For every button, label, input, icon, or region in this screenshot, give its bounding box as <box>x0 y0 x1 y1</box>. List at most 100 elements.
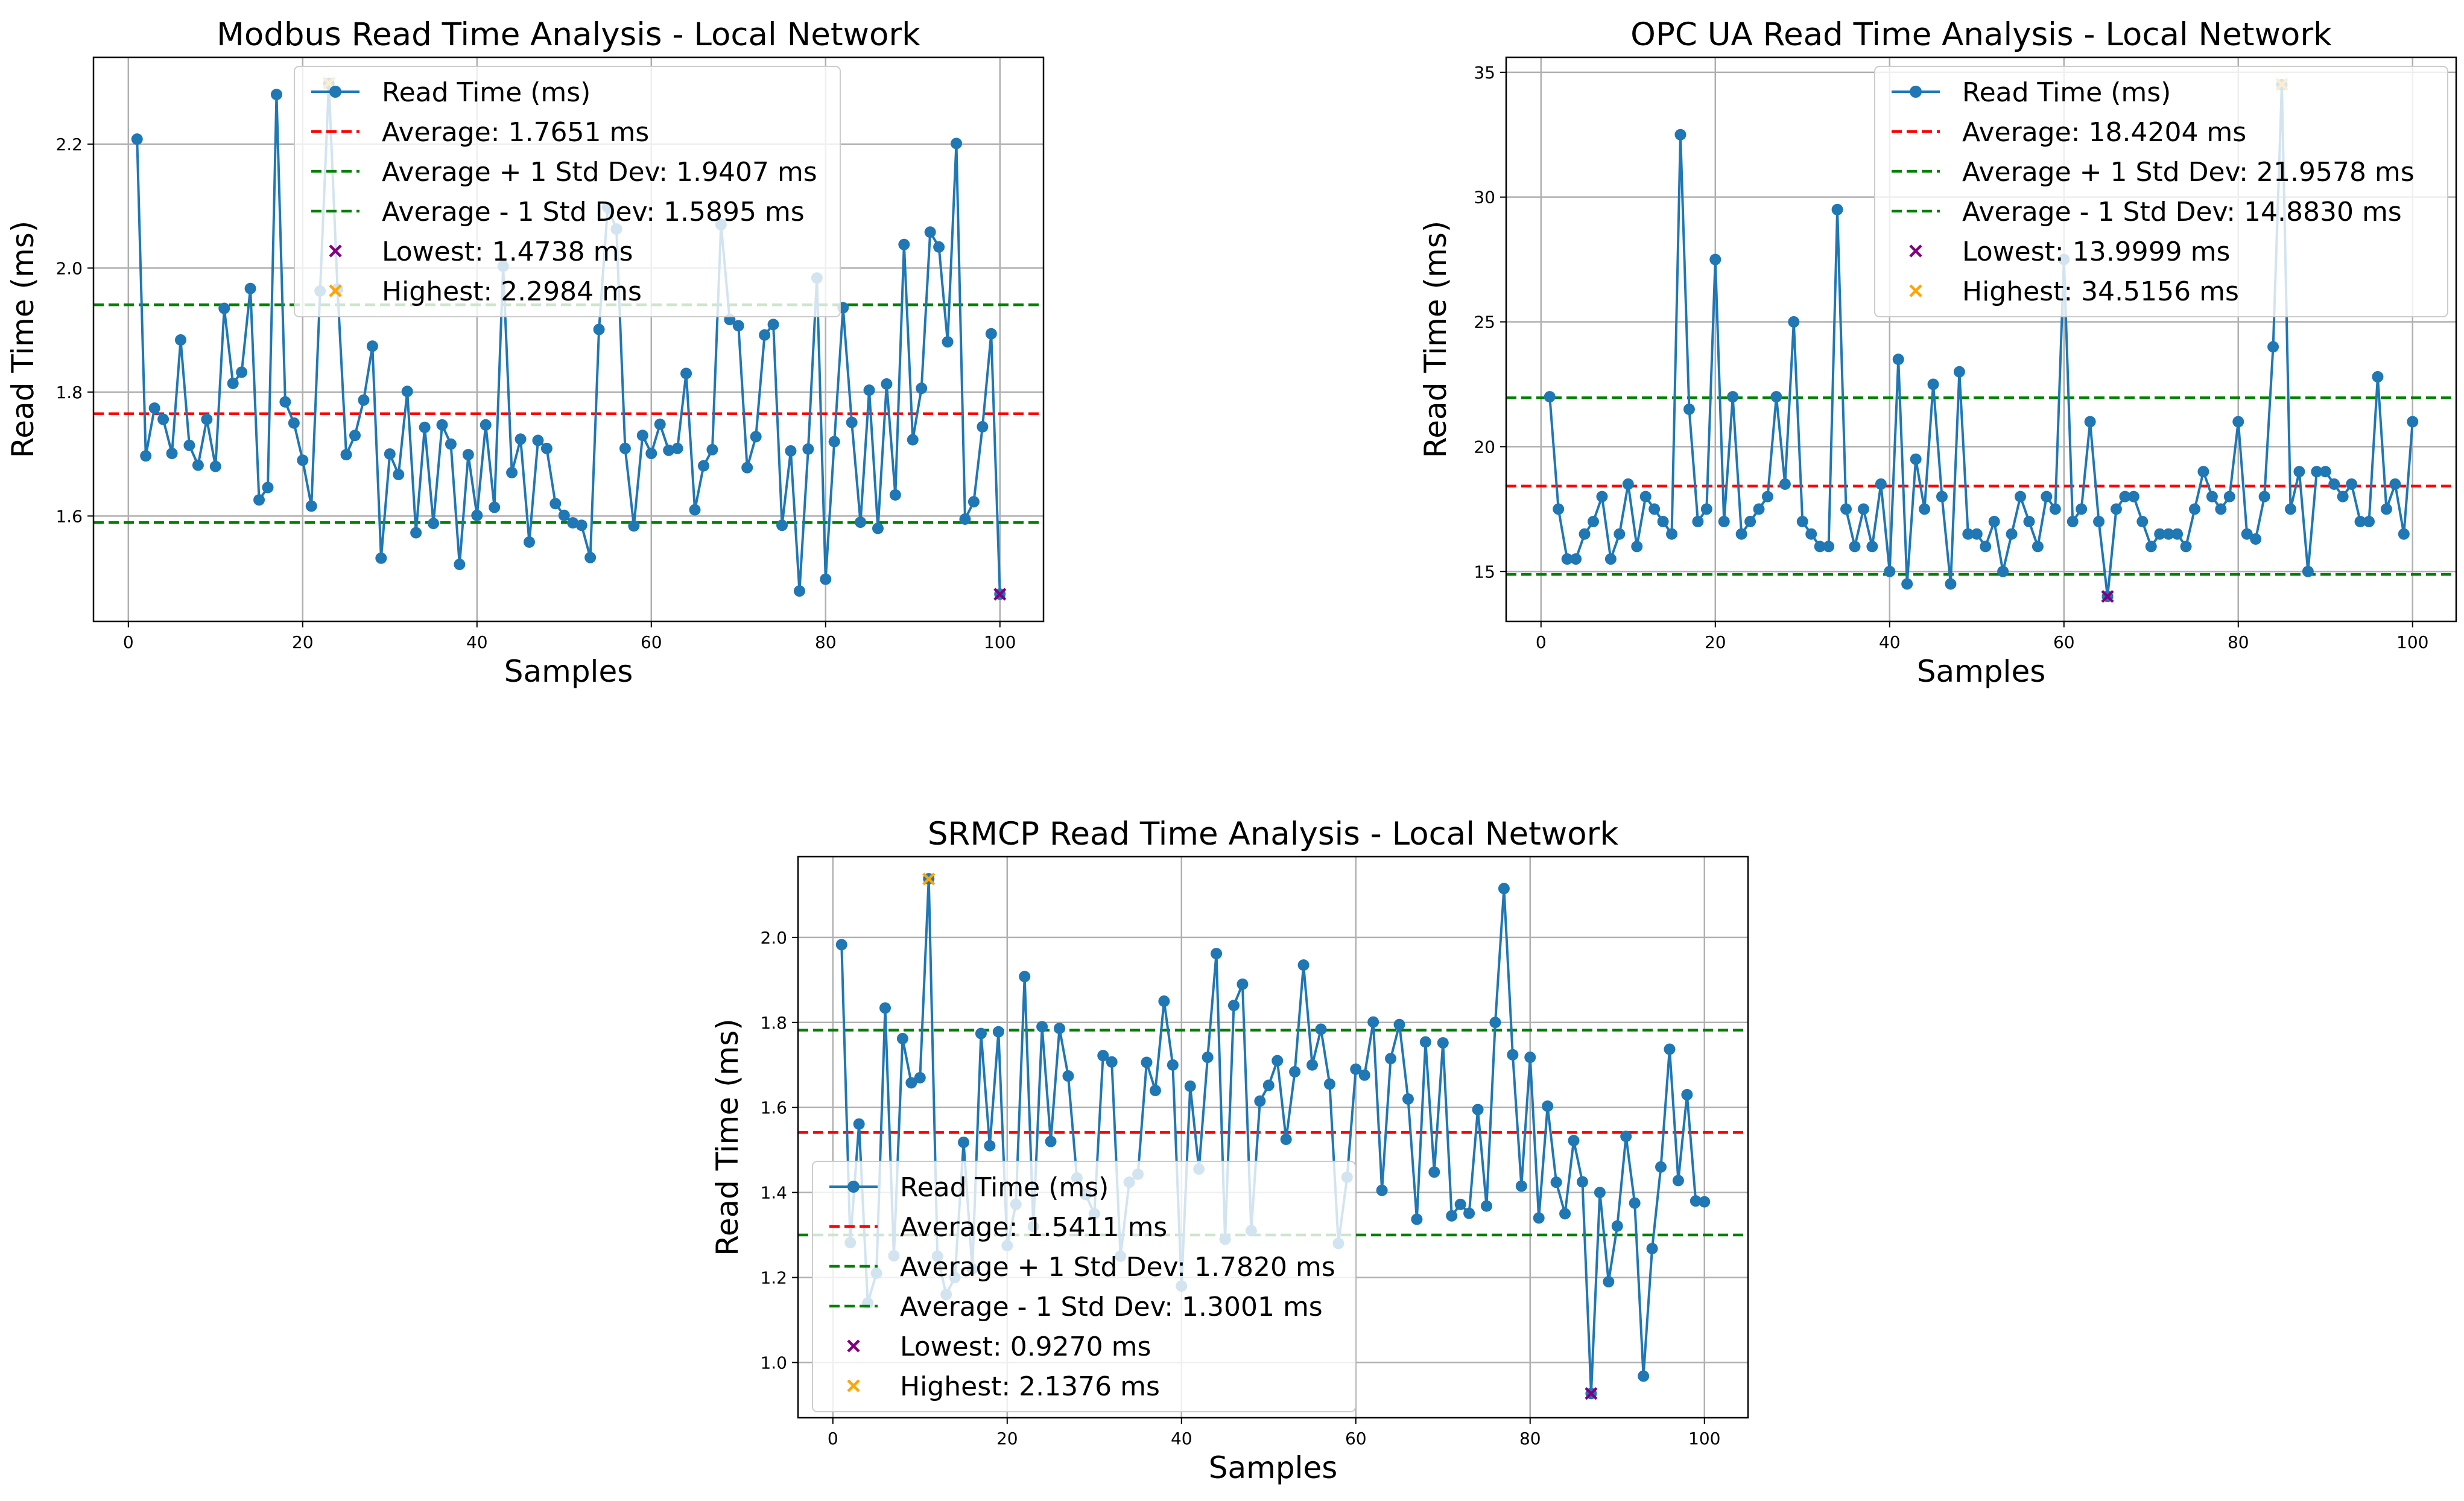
y-tick-label: 35 <box>1474 63 1495 83</box>
data-point <box>2241 528 2253 540</box>
data-point <box>1454 1198 1466 1210</box>
legend-label: Highest: 2.2984 ms <box>382 276 642 307</box>
data-point <box>1690 1195 1702 1207</box>
data-point <box>1614 528 1626 540</box>
plot-frame <box>797 855 1749 1419</box>
chart-opcua: 0 20 40 60 80 100 15 20 25 30 35 OPC UA Read Time A… <box>1418 16 2457 689</box>
legend-label: Lowest: 0.9270 ms <box>900 1331 1151 1362</box>
x-tick-label: 60 <box>641 632 662 652</box>
x-tick-label: 40 <box>1171 1429 1192 1449</box>
y-tick-label: 1.6 <box>760 1098 787 1118</box>
data-point <box>2206 490 2218 503</box>
data-point <box>462 449 474 461</box>
data-point <box>1437 1037 1449 1049</box>
legend-box <box>812 1161 1356 1412</box>
data-point <box>201 413 213 425</box>
data-point <box>236 366 248 378</box>
data-point <box>732 320 744 332</box>
data-point <box>2267 341 2279 353</box>
data-point <box>244 282 256 294</box>
data-point <box>2145 541 2157 553</box>
legend-handle-marker <box>329 86 341 98</box>
data-point <box>2197 466 2209 478</box>
legend-handle-marker <box>1909 284 1922 297</box>
y-axis-label: Read Time (ms) <box>5 221 40 459</box>
data-point <box>1596 490 1608 503</box>
x-tick-label: 40 <box>1879 632 1901 652</box>
x-tick-label: 20 <box>1705 632 1726 652</box>
data-point <box>349 430 361 442</box>
data-point <box>2084 416 2096 428</box>
x-tick-label: 100 <box>1688 1429 1720 1449</box>
data-point <box>1927 378 1939 390</box>
data-point <box>802 443 814 455</box>
data-point <box>2032 541 2044 553</box>
data-point <box>1980 541 1992 553</box>
data-point <box>1823 541 1835 553</box>
data-point <box>1840 503 1852 515</box>
data-point <box>1489 1017 1501 1029</box>
data-point <box>174 334 186 346</box>
data-point <box>279 396 291 408</box>
data-point <box>393 468 405 480</box>
legend-handle-marker <box>329 284 342 297</box>
data-point <box>863 384 875 396</box>
data-point <box>2293 466 2305 478</box>
data-point <box>1919 503 1931 515</box>
data-point <box>905 1077 917 1089</box>
data-point <box>1761 490 1773 503</box>
legend-handle-marker <box>847 1379 860 1392</box>
data-point <box>2328 478 2340 490</box>
data-point <box>1045 1135 1057 1147</box>
x-tick-label: 40 <box>466 632 488 652</box>
y-tick-label: 30 <box>1474 188 1495 208</box>
data-point <box>1666 528 1678 540</box>
data-point <box>2119 490 2131 503</box>
data-point <box>1814 541 1826 553</box>
data-point <box>1674 129 1686 141</box>
data-point <box>1639 490 1652 503</box>
legend: Read Time (ms) Average: 1.7651 ms Average … <box>294 66 841 317</box>
data-point <box>1953 366 1965 378</box>
data-point <box>2258 490 2270 503</box>
data-point <box>889 489 901 501</box>
data-point <box>1901 578 1913 590</box>
data-point <box>1884 565 1896 577</box>
data-point <box>1620 1131 1632 1143</box>
y-tick-label: 1.8 <box>55 382 83 402</box>
chart-title: SRMCP Read Time Analysis - Local Network <box>928 816 1619 852</box>
data-point <box>2162 528 2174 540</box>
data-point <box>366 340 378 352</box>
data-point <box>1272 1055 1284 1067</box>
data-point <box>1515 1180 1527 1192</box>
data-point <box>183 439 195 451</box>
data-point <box>1700 503 1712 515</box>
legend-label: Average + 1 Std Dev: 1.7820 ms <box>900 1252 1335 1283</box>
data-point <box>1402 1093 1414 1105</box>
legend-label: Average: 1.5411 ms <box>900 1212 1167 1243</box>
data-point <box>1227 1000 1240 1012</box>
legend-label: Average: 18.4204 ms <box>1962 117 2246 148</box>
data-point <box>375 552 387 564</box>
data-point <box>558 509 570 521</box>
legend-label: Lowest: 1.4738 ms <box>382 236 633 267</box>
y-tick-label: 2.0 <box>760 928 787 948</box>
data-point <box>1971 528 1983 540</box>
data-point <box>1184 1080 1196 1092</box>
data-point <box>959 513 971 525</box>
data-point <box>1744 516 1756 528</box>
data-point <box>1945 578 1957 590</box>
data-point <box>2215 503 2227 515</box>
data-point <box>1481 1200 1493 1212</box>
data-point <box>1411 1213 1423 1225</box>
x-tick-label: 20 <box>996 1429 1018 1449</box>
marker-stroke <box>1585 1387 1598 1400</box>
data-point <box>2023 516 2035 528</box>
data-point <box>253 494 265 506</box>
data-point <box>1857 503 1869 515</box>
data-point <box>1446 1210 1458 1222</box>
data-point <box>1542 1100 1554 1112</box>
data-point <box>898 238 910 250</box>
data-point <box>2093 516 2105 528</box>
